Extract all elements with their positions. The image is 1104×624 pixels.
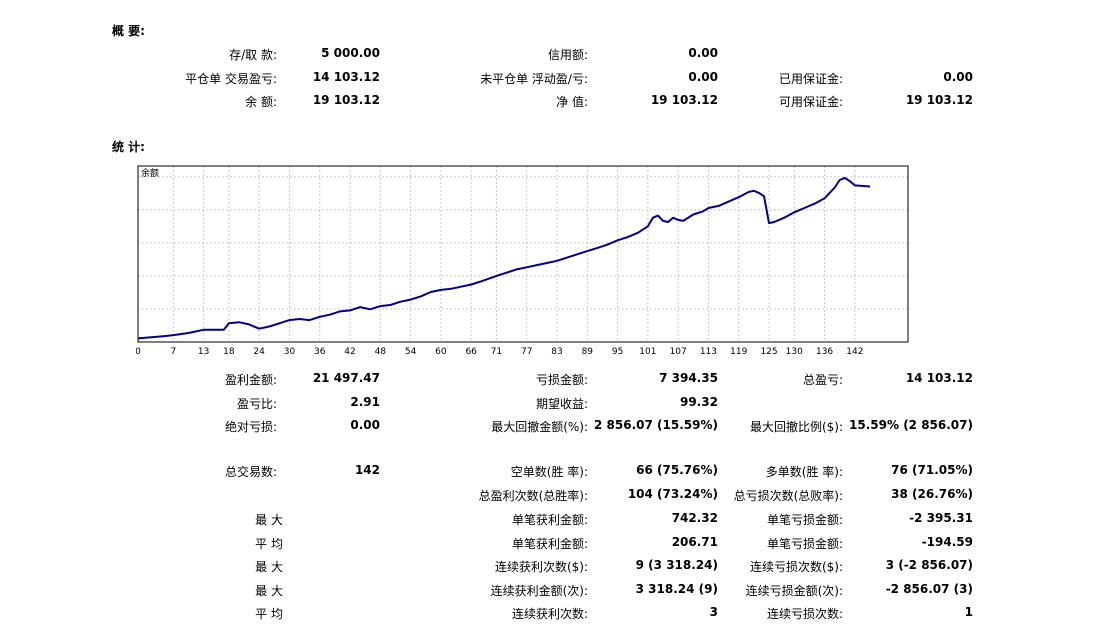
- largest-profit-label: 单笔获利金额:: [511, 513, 588, 527]
- average-row-label: 平 均: [255, 537, 283, 551]
- x-tick-label: 95: [612, 347, 623, 357]
- balance-value: 19 103.12: [312, 93, 380, 107]
- avg-profit-label: 单笔获利金额:: [511, 537, 588, 551]
- x-tick-label: 54: [405, 347, 417, 357]
- x-tick-label: 83: [551, 347, 562, 357]
- avg-loss-label: 单笔亏损金额:: [766, 537, 843, 551]
- x-tick-label: 113: [700, 347, 717, 357]
- profit-factor-label: 盈亏比:: [236, 397, 277, 411]
- balance-chart-svg: 0 7 13 18 24 30 36 42 48 54 60 66 71 77 83 89 95 101 107 11…: [136, 165, 909, 357]
- floating-pl-value: 0.00: [688, 70, 718, 84]
- max-cons-profit-label: 连续获利金额(次):: [490, 584, 588, 598]
- gross-profit-label: 盈利金额:: [224, 373, 277, 387]
- total-net-label: 总盈亏:: [802, 373, 843, 387]
- deposit-value: 5 000.00: [321, 46, 380, 60]
- long-trades-label: 多单数(胜 率):: [765, 465, 843, 479]
- max-cons-loss-value: -2 856.07 (3): [885, 582, 973, 596]
- chart-title: 余额: [141, 167, 159, 179]
- expected-payoff-value: 99.32: [680, 395, 718, 409]
- balance-chart: 0 7 13 18 24 30 36 42 48 54 60 66 71 77 83 89 95 101 107 11…: [136, 164, 911, 358]
- x-tick-label: 13: [198, 347, 209, 357]
- x-tick-label: 71: [491, 347, 502, 357]
- loss-trades-label: 总亏损次数(总败率):: [733, 489, 843, 503]
- gross-profit-value: 21 497.47: [312, 371, 380, 385]
- x-tick-label: 0: [136, 347, 141, 357]
- largest-loss-label: 单笔亏损金额:: [766, 513, 843, 527]
- summary-title: 概 要:: [112, 24, 145, 38]
- floating-pl-label: 未平仓单 浮动盈/亏:: [480, 72, 588, 86]
- balance-line: [137, 176, 871, 340]
- abs-drawdown-label: 绝对亏损:: [224, 420, 277, 434]
- margin-used-label: 已用保证金:: [778, 72, 843, 86]
- gross-loss-value: 7 394.35: [659, 371, 718, 385]
- x-tick-label: 101: [639, 347, 656, 357]
- free-margin-label: 可用保证金:: [778, 95, 843, 109]
- deposit-label: 存/取 款:: [229, 48, 277, 62]
- total-trades-value: 142: [354, 463, 380, 477]
- profit-trades-value: 104 (73.24%): [627, 487, 718, 501]
- abs-drawdown-value: 0.00: [350, 418, 380, 432]
- max-row-label: 最 大: [255, 560, 283, 574]
- short-trades-label: 空单数(胜 率):: [510, 465, 588, 479]
- max-cons-loss-label: 连续亏损金额(次):: [745, 584, 843, 598]
- x-tick-label: 130: [786, 347, 803, 357]
- gross-loss-label: 亏损金额:: [535, 373, 588, 387]
- x-tick-label: 77: [521, 347, 532, 357]
- avg-cons-losses-value: 1: [964, 605, 973, 619]
- x-tick-label: 18: [223, 347, 235, 357]
- chart-frame: [137, 165, 909, 343]
- avg-loss-value: -194.59: [921, 535, 973, 549]
- credit-value: 0.00: [688, 46, 718, 60]
- short-trades-value: 66 (75.76%): [636, 463, 718, 477]
- free-margin-value: 19 103.12: [905, 93, 973, 107]
- x-tick-label: 24: [253, 347, 265, 357]
- stats-title: 统 计:: [112, 140, 145, 154]
- avg-cons-wins-label: 连续获利次数:: [511, 607, 588, 621]
- max-cons-losses-label: 连续亏损次数($):: [749, 560, 843, 574]
- x-tick-label: 42: [344, 347, 355, 357]
- x-tick-label: 30: [284, 347, 296, 357]
- avg-cons-losses-label: 连续亏损次数:: [766, 607, 843, 621]
- equity-label: 净 值:: [556, 95, 588, 109]
- rel-drawdown-value: 15.59% (2 856.07): [849, 418, 973, 432]
- rel-drawdown-label: 最大回撤比例($):: [749, 420, 843, 434]
- max-cons-wins-value: 9 (3 318.24): [635, 558, 718, 572]
- max-drawdown-value: 2 856.07 (15.59%): [594, 418, 718, 432]
- max-drawdown-label: 最大回撤金额(%):: [491, 420, 588, 434]
- credit-label: 信用额:: [547, 48, 588, 62]
- x-tick-label: 142: [846, 347, 863, 357]
- avg-cons-wins-value: 3: [709, 605, 718, 619]
- expected-payoff-label: 期望收益:: [535, 397, 588, 411]
- x-tick-label: 36: [314, 347, 326, 357]
- x-tick-label: 119: [730, 347, 747, 357]
- x-tick-label: 107: [670, 347, 687, 357]
- x-tick-label: 66: [465, 347, 477, 357]
- total-net-value: 14 103.12: [905, 371, 973, 385]
- x-tick-label: 89: [582, 347, 594, 357]
- max-cons-losses-value: 3 (-2 856.07): [885, 558, 973, 572]
- avg-profit-value: 206.71: [671, 535, 718, 549]
- long-trades-value: 76 (71.05%): [891, 463, 973, 477]
- closed-pl-label: 平仓单 交易盈亏:: [185, 72, 277, 86]
- average2-row-label: 平 均: [255, 607, 283, 621]
- equity-value: 19 103.12: [650, 93, 718, 107]
- largest-row-label: 最 大: [255, 513, 283, 527]
- loss-trades-value: 38 (26.76%): [891, 487, 973, 501]
- profit-trades-label: 总盈利次数(总胜率):: [478, 489, 588, 503]
- total-trades-label: 总交易数:: [224, 465, 277, 479]
- x-tick-label: 136: [816, 347, 833, 357]
- max2-row-label: 最 大: [255, 584, 283, 598]
- max-cons-profit-value: 3 318.24 (9): [635, 582, 718, 596]
- closed-pl-value: 14 103.12: [312, 70, 380, 84]
- x-tick-label: 125: [760, 347, 777, 357]
- profit-factor-value: 2.91: [350, 395, 380, 409]
- margin-used-value: 0.00: [943, 70, 973, 84]
- x-tick-label: 60: [435, 347, 447, 357]
- max-cons-wins-label: 连续获利次数($):: [494, 560, 588, 574]
- largest-profit-value: 742.32: [671, 511, 718, 525]
- balance-label: 余 额:: [245, 95, 277, 109]
- x-tick-label: 7: [170, 347, 176, 357]
- x-tick-label: 48: [375, 347, 387, 357]
- largest-loss-value: -2 395.31: [909, 511, 973, 525]
